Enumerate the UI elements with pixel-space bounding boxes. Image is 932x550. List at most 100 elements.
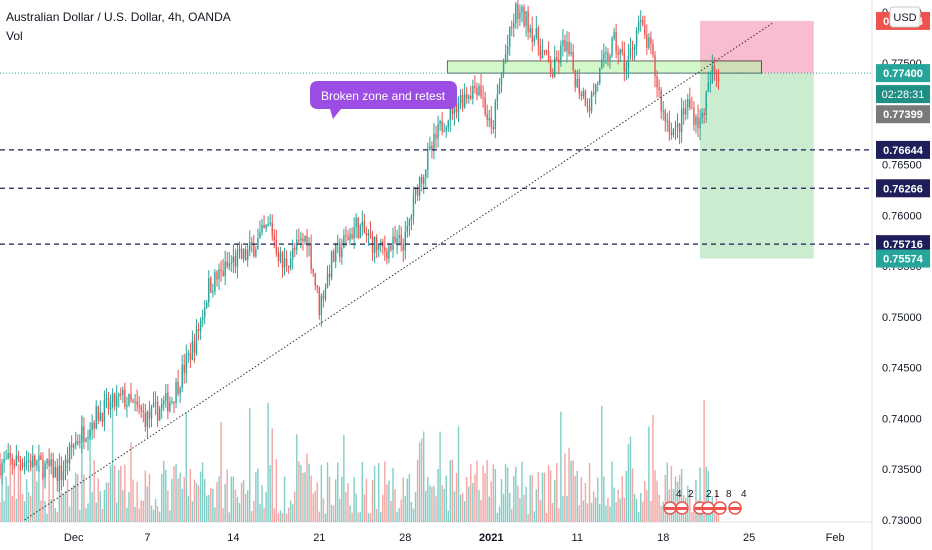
candle-body bbox=[682, 108, 685, 115]
candle-body bbox=[236, 251, 239, 267]
volume-bar bbox=[13, 462, 16, 522]
candle-body bbox=[599, 67, 601, 84]
candle-body bbox=[3, 459, 5, 463]
candle-body bbox=[715, 71, 718, 76]
volume-bar bbox=[156, 506, 159, 522]
volume-bar bbox=[492, 464, 495, 522]
volume-bar bbox=[75, 472, 77, 522]
candle-body bbox=[32, 455, 34, 468]
volume-bar bbox=[163, 460, 165, 522]
candle-body bbox=[504, 54, 507, 62]
volume-bar bbox=[330, 504, 333, 522]
volume-bar bbox=[586, 503, 589, 522]
volume-bar bbox=[122, 490, 124, 522]
volume-bar bbox=[498, 506, 501, 522]
candle-body bbox=[363, 221, 366, 233]
candle-body bbox=[136, 401, 138, 406]
candle-body bbox=[529, 28, 531, 33]
volume-bar bbox=[382, 494, 384, 522]
annotation-callout[interactable]: Broken zone and retest bbox=[310, 81, 457, 119]
volume-bar bbox=[60, 492, 63, 522]
volume-bar bbox=[249, 408, 251, 522]
candle-body bbox=[635, 30, 638, 47]
volume-bar bbox=[328, 476, 331, 522]
candle-body bbox=[549, 61, 552, 74]
candle-body bbox=[390, 245, 392, 250]
candle-body bbox=[580, 93, 583, 96]
candle-body bbox=[70, 444, 73, 448]
volume-bar bbox=[21, 493, 24, 522]
volume-bar bbox=[423, 431, 425, 522]
candle-body bbox=[50, 459, 52, 467]
candle-body bbox=[449, 102, 452, 121]
candle-body bbox=[7, 452, 9, 459]
candle-body bbox=[234, 256, 237, 267]
candle-body bbox=[228, 263, 230, 267]
candle-body bbox=[674, 127, 677, 130]
volume-bar bbox=[128, 492, 130, 522]
candle-body bbox=[255, 249, 257, 257]
price-tags: 0.779140.774000.773990.766440.762660.757… bbox=[876, 11, 930, 268]
candle-body bbox=[359, 225, 361, 239]
volume-bar bbox=[240, 482, 243, 522]
candle-body bbox=[402, 243, 404, 251]
candle-body bbox=[621, 49, 623, 53]
volume-bar bbox=[570, 460, 572, 522]
volume-bar bbox=[310, 475, 312, 522]
volume-bar bbox=[318, 511, 321, 522]
candle-body bbox=[556, 57, 558, 60]
volume-bar bbox=[179, 472, 181, 522]
volume-bar bbox=[488, 496, 490, 522]
candle-body bbox=[249, 241, 251, 251]
candle-body bbox=[699, 118, 701, 129]
candle-body bbox=[339, 242, 341, 258]
candle-body bbox=[515, 3, 517, 24]
volume-bar bbox=[539, 499, 542, 522]
candle-body bbox=[17, 455, 20, 461]
chart-title: Australian Dollar / U.S. Dollar, 4h, OAN… bbox=[6, 10, 231, 24]
volume-bar bbox=[717, 507, 720, 522]
volume-bar bbox=[236, 497, 239, 522]
volume-bar bbox=[607, 497, 609, 522]
candle-body bbox=[609, 55, 611, 60]
volume-bar bbox=[429, 485, 431, 522]
volume-bar bbox=[281, 512, 284, 522]
volume-bar bbox=[212, 488, 214, 522]
volume-bar bbox=[283, 476, 286, 522]
y-tick-label: 0.75000 bbox=[882, 312, 922, 324]
candle-body bbox=[662, 110, 664, 112]
price-tag-label: 0.77400 bbox=[883, 68, 923, 80]
volume-bar bbox=[259, 504, 261, 522]
volume-bar bbox=[19, 463, 22, 522]
volume-bar bbox=[418, 442, 421, 522]
event-flag-stripe bbox=[714, 507, 726, 510]
candle-body bbox=[107, 397, 110, 410]
volume-bar bbox=[603, 476, 605, 522]
volume-bar bbox=[709, 511, 712, 522]
candle-body bbox=[398, 235, 400, 238]
candle-body bbox=[212, 291, 214, 293]
volume-bar bbox=[244, 493, 247, 522]
candle-body bbox=[189, 353, 192, 360]
y-tick-label: 0.76500 bbox=[882, 160, 922, 172]
candle-body bbox=[120, 393, 122, 395]
volume-bar bbox=[494, 468, 497, 522]
y-tick-label: 0.73500 bbox=[882, 464, 922, 476]
volume-bar bbox=[470, 464, 472, 522]
volume-bar bbox=[564, 453, 566, 522]
candle-body bbox=[545, 51, 548, 53]
candle-body bbox=[13, 464, 16, 466]
volume-bar bbox=[588, 462, 591, 522]
volume-bar bbox=[676, 481, 679, 522]
candle-body bbox=[568, 41, 570, 55]
currency-button[interactable]: USD bbox=[889, 6, 921, 28]
candle-body bbox=[357, 217, 359, 239]
volume-bar bbox=[191, 501, 194, 522]
volume-bar bbox=[167, 490, 169, 522]
volume-bar bbox=[308, 463, 310, 522]
candle-body bbox=[175, 381, 177, 404]
candle-body bbox=[652, 44, 654, 56]
volume-bar bbox=[453, 491, 456, 522]
